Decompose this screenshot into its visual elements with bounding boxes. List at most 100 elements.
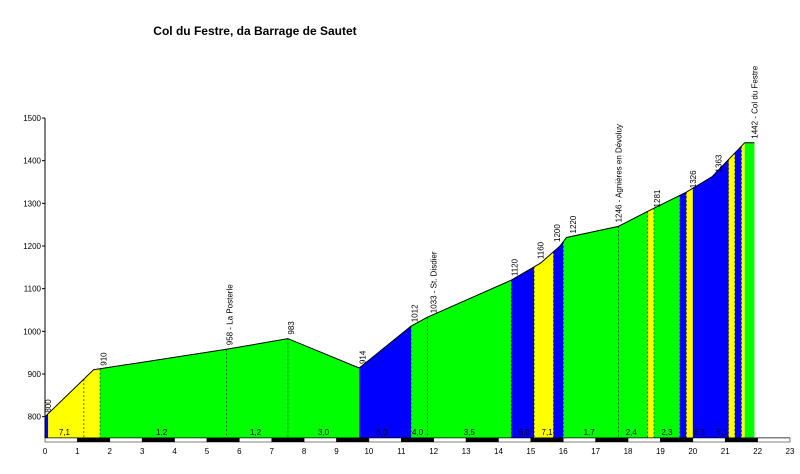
km-block-8 <box>303 437 337 443</box>
elevation-label-4: 914 <box>358 350 367 364</box>
km-block-13 <box>465 437 499 443</box>
y-tick-labels: 800 900 1000 1100 1200 1300 1400 1500 <box>23 114 45 422</box>
y-tick-label-1100: 1100 <box>24 285 42 294</box>
km-block-1 <box>77 437 111 443</box>
y-tick-label-1200: 1200 <box>23 242 41 251</box>
elevation-label-15: 1442 - Col du Festre <box>750 65 759 138</box>
elevation-label-1: 910 <box>99 352 108 366</box>
gradient-label-8: 7,1 <box>542 428 554 437</box>
km-block-10 <box>368 437 402 443</box>
km-block-17 <box>595 437 629 443</box>
gradient-label-0: 7,1 <box>59 428 71 437</box>
x-tick-label-17: 17 <box>591 447 600 456</box>
x-tick-label-14: 14 <box>494 447 503 456</box>
segment-9 <box>553 241 564 438</box>
x-tick-label-19: 19 <box>656 447 665 456</box>
x-tick-label-6: 6 <box>237 447 242 456</box>
segment-16 <box>728 152 735 438</box>
x-tick-label-2: 2 <box>108 447 113 456</box>
profile-fill <box>45 142 755 438</box>
gradient-label-3: 3,0 <box>318 428 330 437</box>
segment-15 <box>692 159 729 438</box>
y-tick-label-1400: 1400 <box>23 157 41 166</box>
x-tick-label-1: 1 <box>75 447 80 456</box>
y-tick-label-1000: 1000 <box>23 327 41 336</box>
elevation-label-9: 1200 <box>553 224 562 242</box>
x-tick-label-0: 0 <box>43 447 48 456</box>
km-block-18 <box>627 437 661 443</box>
elevation-label-6: 1033 - St. Disdier <box>430 251 439 313</box>
x-tick-label-16: 16 <box>559 447 568 456</box>
km-block-21 <box>724 437 758 443</box>
gradient-label-1: 1,2 <box>156 428 168 437</box>
km-block-16 <box>563 437 596 443</box>
km-bar <box>44 437 791 443</box>
elevation-label-7: 1120 <box>511 258 520 276</box>
x-tick-label-9: 9 <box>334 447 339 456</box>
gradient-label-12: 6,3 <box>694 428 706 437</box>
y-tick-label-1300: 1300 <box>23 199 41 208</box>
elevation-label-12: 1281 <box>653 189 662 207</box>
km-block-11 <box>401 437 434 443</box>
x-tick-label-13: 13 <box>462 447 471 456</box>
x-tick-label-21: 21 <box>721 447 730 456</box>
y-tick-label-1500: 1500 <box>23 114 41 123</box>
elevation-label-3: 983 <box>287 321 296 335</box>
segment-2 <box>83 369 94 438</box>
profile-line <box>44 142 755 418</box>
segment-4 <box>100 338 360 438</box>
profile-outline <box>44 142 755 418</box>
gradient-label-5: 4,0 <box>412 428 424 437</box>
segment-12 <box>654 195 680 438</box>
segment-18 <box>741 142 745 438</box>
segment-3 <box>93 368 101 438</box>
elevation-label-13: 1326 <box>689 170 698 188</box>
x-tick-label-23: 23 <box>786 447 795 456</box>
km-block-19 <box>660 437 694 443</box>
km-block-15 <box>530 437 564 443</box>
km-block-0 <box>44 437 78 443</box>
segment-10 <box>563 211 648 438</box>
x-tick-label-7: 7 <box>270 447 275 456</box>
segment-13 <box>679 192 687 438</box>
x-tick-label-4: 4 <box>172 447 177 456</box>
elevation-label-5: 1012 <box>410 304 419 322</box>
x-tick-label-12: 12 <box>429 447 438 456</box>
gradient-label-7: 6,0 <box>519 428 531 437</box>
gradient-label-9: 1,7 <box>584 428 596 437</box>
km-block-9 <box>336 437 370 443</box>
segment-14 <box>686 188 693 438</box>
x-tick-label-5: 5 <box>205 447 210 456</box>
elevation-label-8: 1160 <box>537 241 546 259</box>
gradient-labels: 7,1 1,2 1,2 3,0 6,0 4,0 3,5 6,0 7,1 1,7 2,4 2,3 6,3 6… <box>59 428 728 437</box>
elevation-label-0: 800 <box>44 399 53 413</box>
segment-17 <box>734 146 742 438</box>
x-tick-label-8: 8 <box>302 447 307 456</box>
elevation-label-14: 1363 <box>715 154 724 172</box>
x-tick-label-3: 3 <box>140 447 145 456</box>
gradient-label-6: 3,5 <box>464 428 476 437</box>
km-block-5 <box>206 437 240 443</box>
segment-5 <box>359 326 411 438</box>
gradient-label-11: 2,3 <box>661 428 673 437</box>
gradient-label-2: 1,2 <box>250 428 262 437</box>
km-block-22 <box>757 437 791 443</box>
segment-6 <box>411 280 512 438</box>
elevation-label-2: 958 - La Posterle <box>226 284 235 345</box>
x-tick-label-11: 11 <box>397 447 406 456</box>
km-block-7 <box>271 437 305 443</box>
gradient-label-10: 2,4 <box>626 428 638 437</box>
x-tick-label-18: 18 <box>624 447 633 456</box>
elevation-labels: 800 910 958 - La Posterle 983 914 1012 1033 - … <box>44 65 759 412</box>
km-block-6 <box>239 437 272 443</box>
segment-7 <box>511 266 535 438</box>
km-block-3 <box>141 437 175 443</box>
segment-dividers <box>83 146 742 438</box>
x-tick-label-10: 10 <box>364 447 373 456</box>
x-tick-label-15: 15 <box>526 447 535 456</box>
elevation-label-10: 1220 <box>569 215 578 233</box>
x-tick-label-20: 20 <box>688 447 697 456</box>
x-tick-labels: 0 1 2 3 4 5 6 7 8 9 10 11 12 13 14 15 16 17 18 19 20 21 22 23 <box>43 447 795 456</box>
km-block-20 <box>692 437 726 443</box>
